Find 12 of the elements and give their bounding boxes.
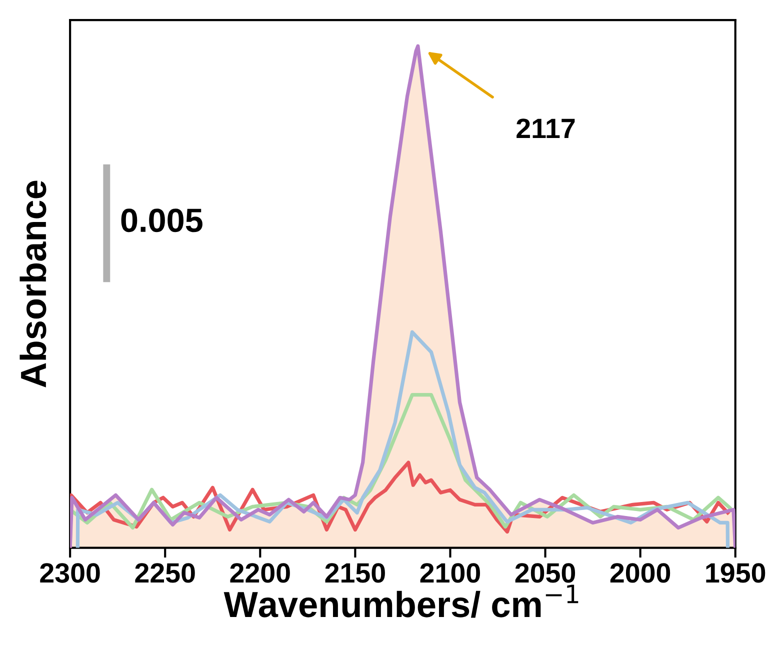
- annotation: 0.005: [121, 208, 202, 232]
- y-axis-title: Absorbance: [20, 180, 46, 388]
- x-tick-label: 1950: [706, 563, 766, 583]
- x-tick-label: 2200: [230, 563, 290, 583]
- x-tick-label: 2150: [325, 563, 385, 583]
- x-tick-label: 2000: [610, 563, 670, 583]
- x-tick-label: 2250: [135, 563, 195, 583]
- x-axis-title: Wavenumbers/ cm$^{−1}$: [224, 584, 578, 618]
- annotation: 2117: [516, 118, 575, 138]
- x-tick-label: 2050: [515, 563, 576, 583]
- x-tick-label: 2300: [40, 563, 100, 583]
- x-tick-label: 2100: [420, 563, 480, 583]
